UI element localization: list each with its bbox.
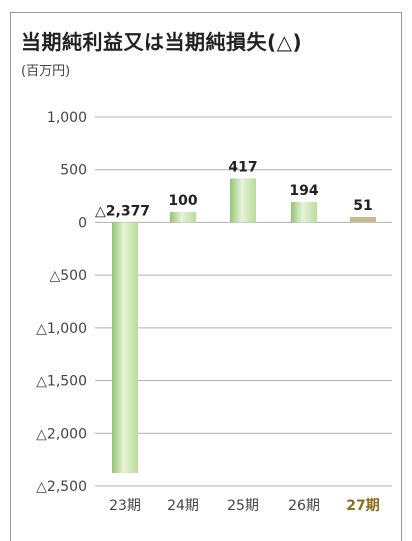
bar-25期	[230, 178, 256, 223]
y-tick-label: △1,500	[36, 374, 87, 390]
data-label: 51	[353, 198, 372, 214]
unit-label: (百万円)	[21, 64, 71, 79]
chart-frame	[10, 12, 402, 541]
y-tick-label: △1,000	[36, 321, 87, 337]
bar-23期	[112, 222, 138, 474]
y-tick-label: △2,000	[36, 426, 87, 442]
y-tick-label: △500	[50, 268, 88, 284]
y-tick-label: 0	[78, 215, 87, 231]
chart-title: 当期純利益又は当期純損失(△)	[21, 30, 303, 54]
bar-24期	[170, 211, 196, 223]
y-tick-label: △2,500	[36, 479, 87, 495]
x-tick-label: 27期	[346, 498, 379, 514]
grid-layer: 1,000 500 0 △500 △1,000 △1,500 △2,000 △2,500	[36, 110, 392, 495]
data-label: 194	[289, 183, 318, 199]
bar-layer	[112, 178, 376, 474]
label-layer: △2,377 23期 100 24期 417 25期 194 26期 51 27期	[95, 159, 380, 514]
x-tick-label: 25期	[227, 498, 259, 514]
x-tick-label: 26期	[288, 498, 320, 514]
y-tick-label: 1,000	[47, 110, 87, 126]
bar-27期	[350, 217, 376, 223]
x-tick-label: 23期	[109, 498, 141, 514]
data-label: 100	[168, 193, 197, 209]
bar-26期	[291, 201, 317, 223]
x-tick-label: 24期	[167, 498, 199, 514]
data-label: 417	[228, 159, 257, 175]
y-tick-label: 500	[60, 163, 87, 179]
data-label: △2,377	[95, 203, 150, 219]
